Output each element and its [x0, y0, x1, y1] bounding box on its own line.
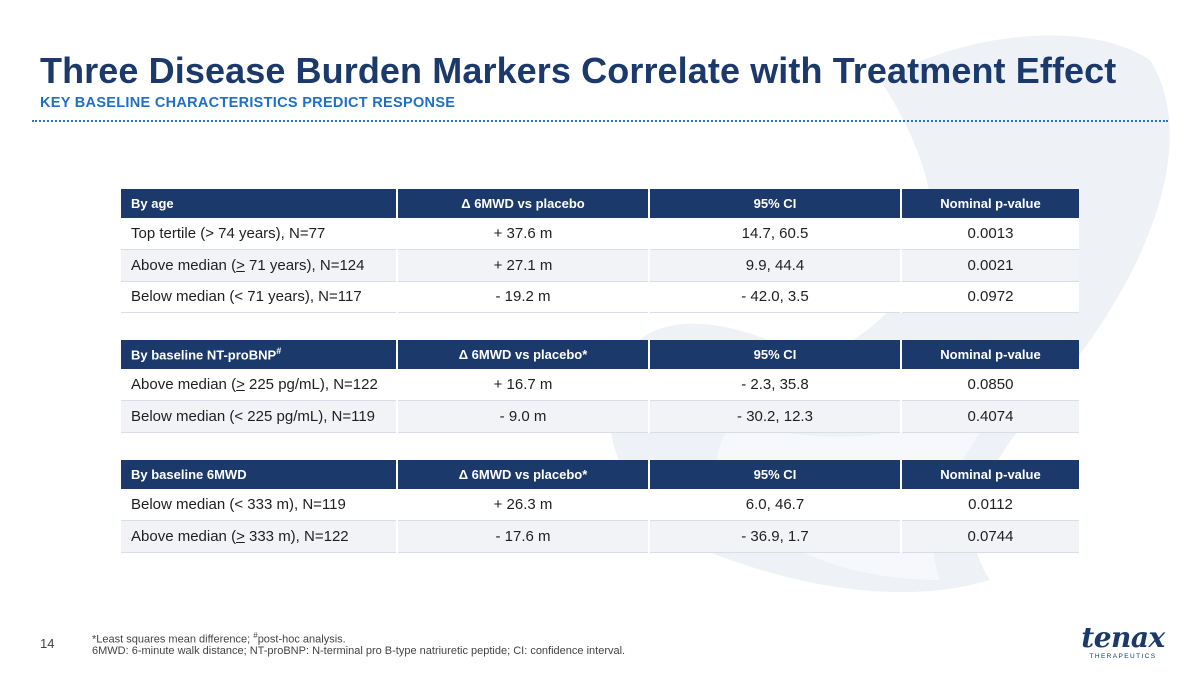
footnote-text-a: *Least squares mean difference;: [92, 633, 254, 646]
header-delta-6mwd: Δ 6MWD vs placebo*: [397, 340, 650, 369]
table-header-row: By baseline NT-proBNP# Δ 6MWD vs placebo…: [121, 340, 1079, 369]
slide-subtitle: KEY BASELINE CHARACTERISTICS PREDICT RES…: [40, 95, 456, 111]
ntprobnp-table: By baseline NT-proBNP# Δ 6MWD vs placebo…: [121, 340, 1079, 433]
header-p-value: Nominal p-value: [901, 340, 1079, 369]
header-ci: 95% CI: [649, 340, 902, 369]
header-p-value: Nominal p-value: [901, 189, 1079, 218]
row-label: Below median (< 333 m), N=119: [121, 489, 398, 521]
header-ci: 95% CI: [649, 460, 902, 489]
table-row: Below median (< 71 years), N=117 - 19.2 …: [121, 281, 1079, 313]
p-value: 0.0013: [901, 218, 1079, 250]
footnote-line-2: 6MWD: 6-minute walk distance; NT-proBNP:…: [92, 645, 626, 657]
header-group-label: By baseline NT-proBNP: [131, 347, 277, 363]
table-row: Below median (< 333 m), N=119 + 26.3 m 6…: [121, 489, 1079, 521]
delta-6mwd-value: + 27.1 m: [397, 249, 650, 282]
table-header-row: By baseline 6MWD Δ 6MWD vs placebo* 95% …: [121, 460, 1079, 489]
p-value: 0.0850: [901, 369, 1079, 401]
row-label: Above median (> 71 years), N=124: [121, 249, 398, 282]
slide-title: Three Disease Burden Markers Correlate w…: [40, 50, 1117, 91]
table-row: Above median (> 71 years), N=124 + 27.1 …: [121, 249, 1079, 282]
table-row: Below median (< 225 pg/mL), N=119 - 9.0 …: [121, 400, 1079, 433]
logo-wordmark: tenax: [1081, 621, 1165, 654]
header-p-value: Nominal p-value: [901, 460, 1079, 489]
p-value: 0.0021: [901, 249, 1079, 282]
delta-6mwd-value: - 19.2 m: [397, 281, 650, 313]
row-label: Top tertile (> 74 years), N=77: [121, 218, 398, 250]
ci-value: - 30.2, 12.3: [649, 400, 902, 433]
delta-6mwd-value: + 26.3 m: [397, 489, 650, 521]
ci-value: 6.0, 46.7: [649, 489, 902, 521]
baseline-6mwd-table: By baseline 6MWD Δ 6MWD vs placebo* 95% …: [121, 460, 1079, 553]
page-number: 14: [40, 636, 55, 651]
delta-6mwd-value: + 16.7 m: [397, 369, 650, 401]
footnote-superscript: #: [253, 631, 258, 640]
p-value: 0.0112: [901, 489, 1079, 521]
ci-value: 9.9, 44.4: [649, 249, 902, 282]
ci-value: - 2.3, 35.8: [649, 369, 902, 401]
row-label: Below median (< 71 years), N=117: [121, 281, 398, 313]
table-header-row: By age Δ 6MWD vs placebo 95% CI Nominal …: [121, 189, 1079, 218]
row-label: Below median (< 225 pg/mL), N=119: [121, 400, 398, 433]
table-row: Top tertile (> 74 years), N=77 + 37.6 m …: [121, 218, 1079, 250]
row-label: Above median (> 225 pg/mL), N=122: [121, 369, 398, 401]
age-table: By age Δ 6MWD vs placebo 95% CI Nominal …: [121, 189, 1079, 313]
tenax-logo: tenax THERAPEUTICS: [1076, 621, 1170, 661]
delta-6mwd-value: - 9.0 m: [397, 400, 650, 433]
ci-value: - 36.9, 1.7: [649, 520, 902, 553]
header-group: By baseline 6MWD: [121, 460, 398, 489]
title-divider: [32, 120, 1168, 122]
header-delta-6mwd: Δ 6MWD vs placebo*: [397, 460, 650, 489]
header-group: By baseline NT-proBNP#: [121, 340, 398, 369]
header-ci: 95% CI: [649, 189, 902, 218]
logo-subtext: THERAPEUTICS: [1089, 653, 1157, 660]
footnote-text-b: post-hoc analysis.: [257, 633, 346, 646]
p-value: 0.0744: [901, 520, 1079, 553]
p-value: 0.0972: [901, 281, 1079, 313]
table-row: Above median (> 225 pg/mL), N=122 + 16.7…: [121, 369, 1079, 401]
ci-value: 14.7, 60.5: [649, 218, 902, 250]
delta-6mwd-value: + 37.6 m: [397, 218, 650, 250]
header-group-superscript: #: [276, 346, 282, 357]
row-label: Above median (> 333 m), N=122: [121, 520, 398, 553]
delta-6mwd-value: - 17.6 m: [397, 520, 650, 553]
ci-value: - 42.0, 3.5: [649, 281, 902, 313]
p-value: 0.4074: [901, 400, 1079, 433]
footnote-line-1: *Least squares mean difference; #post-ho…: [92, 631, 346, 646]
header-delta-6mwd: Δ 6MWD vs placebo: [397, 189, 650, 218]
table-row: Above median (> 333 m), N=122 - 17.6 m -…: [121, 520, 1079, 553]
header-group: By age: [121, 189, 398, 218]
